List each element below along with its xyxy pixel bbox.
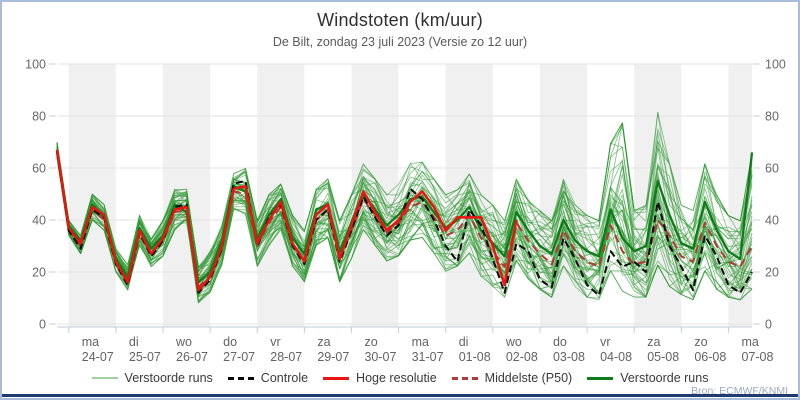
svg-text:80: 80 xyxy=(765,110,779,124)
svg-text:04-08: 04-08 xyxy=(600,350,632,364)
svg-text:za: za xyxy=(317,335,330,349)
svg-text:ma: ma xyxy=(412,335,429,349)
svg-text:80: 80 xyxy=(32,110,46,124)
svg-text:03-08: 03-08 xyxy=(553,350,585,364)
svg-text:01-08: 01-08 xyxy=(459,350,491,364)
svg-text:wo: wo xyxy=(505,335,522,349)
svg-text:28-07: 28-07 xyxy=(270,350,302,364)
svg-text:di: di xyxy=(459,335,469,349)
page-subtitle: De Bilt, zondag 23 juli 2023 (Versie zo … xyxy=(272,35,528,49)
legend-item-verstoorde-runs-thick: Verstoorde runs xyxy=(587,371,708,385)
red-solid-line-icon xyxy=(323,376,350,380)
svg-text:ma: ma xyxy=(741,335,758,349)
svg-text:100: 100 xyxy=(25,58,46,72)
svg-text:20: 20 xyxy=(32,266,46,280)
black-dashed-line-icon xyxy=(227,376,254,380)
svg-text:27-07: 27-07 xyxy=(223,350,255,364)
legend-label: Middelste (P50) xyxy=(484,371,573,385)
hres-line xyxy=(55,149,518,292)
svg-text:za: za xyxy=(647,335,660,349)
legend: Verstoorde runs Controle Hoge resolutie … xyxy=(2,371,798,385)
svg-text:ma: ma xyxy=(82,335,99,349)
svg-text:26-07: 26-07 xyxy=(176,350,208,364)
p50-line xyxy=(56,152,753,289)
svg-text:02-08: 02-08 xyxy=(506,350,538,364)
svg-text:vr: vr xyxy=(270,335,280,349)
svg-text:31-07: 31-07 xyxy=(412,350,444,364)
legend-item-verstoorde-runs-thin: Verstoorde runs xyxy=(91,371,213,385)
legend-item-controle: Controle xyxy=(227,371,309,385)
x-axis xyxy=(57,326,752,333)
svg-text:07-08: 07-08 xyxy=(741,350,773,364)
svg-text:25-07: 25-07 xyxy=(129,350,161,364)
legend-item-middelste-p50: Middelste (P50) xyxy=(451,371,573,385)
legend-label: Verstoorde runs xyxy=(620,371,709,385)
red-dashed-line-icon xyxy=(451,376,478,380)
thin-green-line-icon xyxy=(91,377,118,379)
svg-text:zo: zo xyxy=(694,335,707,349)
svg-text:30-07: 30-07 xyxy=(364,350,396,364)
legend-label: Controle xyxy=(260,371,309,385)
legend-label: Hoge resolutie xyxy=(356,371,437,385)
svg-text:20: 20 xyxy=(765,266,779,280)
svg-text:24-07: 24-07 xyxy=(82,350,114,364)
svg-text:do: do xyxy=(223,335,237,349)
svg-text:29-07: 29-07 xyxy=(317,350,349,364)
y-axis-labels: 0 0 20 20 40 40 60 60 80 80 100 100 xyxy=(25,58,786,332)
svg-text:vr: vr xyxy=(600,335,610,349)
x-axis-labels: ma24-07di25-07wo26-07do27-07vr28-07za29-… xyxy=(82,335,774,364)
page-title: Windstoten (km/uur) xyxy=(317,10,483,30)
svg-text:05-08: 05-08 xyxy=(647,350,679,364)
legend-item-hoge-resolutie: Hoge resolutie xyxy=(323,371,437,385)
svg-text:0: 0 xyxy=(39,318,46,332)
svg-text:60: 60 xyxy=(765,162,779,176)
legend-label: Verstoorde runs xyxy=(124,371,213,385)
bottom-navy-bar xyxy=(2,394,798,397)
svg-text:wo: wo xyxy=(175,335,192,349)
green-thick-line-icon xyxy=(587,376,614,380)
svg-text:100: 100 xyxy=(765,58,786,72)
svg-text:0: 0 xyxy=(765,318,772,332)
svg-text:40: 40 xyxy=(765,214,779,228)
svg-text:di: di xyxy=(129,335,139,349)
svg-text:40: 40 xyxy=(32,214,46,228)
svg-text:do: do xyxy=(553,335,567,349)
svg-text:zo: zo xyxy=(364,335,377,349)
svg-text:60: 60 xyxy=(32,162,46,176)
svg-text:06-08: 06-08 xyxy=(694,350,726,364)
